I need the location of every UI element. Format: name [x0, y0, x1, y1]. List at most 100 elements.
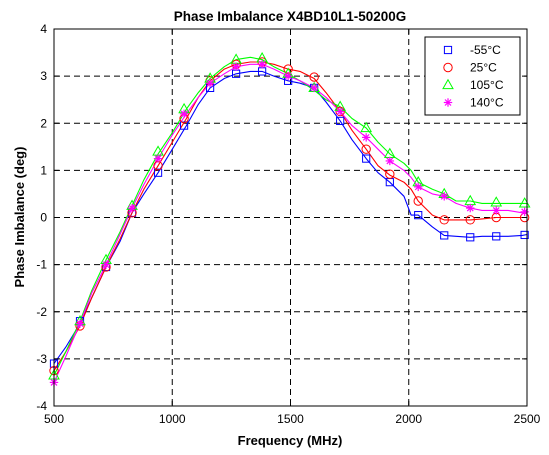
data-point	[361, 144, 371, 154]
square-marker	[336, 116, 345, 125]
data-point	[283, 71, 293, 81]
circle-marker	[465, 215, 475, 225]
data-point	[179, 121, 189, 130]
data-point	[127, 203, 137, 213]
data-point	[492, 206, 501, 215]
data-point	[361, 133, 371, 142]
star-stroke	[492, 207, 500, 214]
data-point	[440, 231, 449, 240]
square-marker	[153, 168, 163, 177]
circle-marker	[385, 169, 395, 179]
legend-label: 25°C	[470, 61, 497, 75]
legend: -55°C 25°C 105°C 140°C	[424, 36, 521, 116]
star-stroke	[310, 84, 318, 92]
star-stroke	[444, 99, 452, 106]
y-tick-label: 4	[40, 22, 47, 36]
series-lines	[53, 56, 528, 383]
axis-ticks: 500 1000 1500 2000 2500 -4 -3 -2 -1 0 1 2 3 4	[36, 22, 540, 426]
x-tick-label: 2500	[514, 412, 541, 426]
data-point	[153, 168, 163, 177]
y-tick-label: -4	[36, 399, 47, 413]
data-point	[492, 232, 501, 241]
data-point	[101, 260, 111, 269]
star-stroke	[128, 204, 136, 212]
series-markers	[48, 52, 531, 387]
legend-marker	[443, 45, 453, 55]
data-point	[257, 60, 267, 69]
data-point	[75, 319, 85, 328]
data-point	[231, 62, 241, 71]
star-stroke	[284, 72, 292, 80]
data-point	[362, 154, 371, 163]
data-point	[520, 230, 529, 240]
y-tick-label: 3	[40, 69, 47, 83]
data-point	[414, 182, 423, 192]
legend-items: -55°C 25°C 105°C 140°C	[442, 43, 504, 110]
star-stroke	[258, 60, 266, 68]
y-tick-label: -3	[36, 352, 47, 366]
series-line-3	[53, 63, 527, 383]
data-point	[466, 203, 475, 213]
star-stroke	[414, 183, 422, 191]
square-marker	[179, 121, 189, 130]
square-marker	[362, 154, 371, 163]
circle-marker	[361, 144, 371, 154]
data-point	[309, 83, 319, 93]
x-tick-label: 2000	[395, 412, 422, 426]
data-point	[465, 215, 475, 225]
legend-label: 140°C	[470, 96, 504, 110]
star-stroke	[154, 155, 162, 163]
x-tick-label: 1000	[159, 412, 186, 426]
y-tick-label: -1	[36, 258, 47, 272]
square-marker	[443, 45, 453, 55]
star-stroke	[466, 204, 474, 212]
triangle-marker	[490, 196, 503, 207]
y-tick-label: 2	[40, 116, 47, 130]
data-point	[413, 196, 423, 206]
legend-label: 105°C	[470, 78, 504, 92]
data-point	[440, 192, 449, 201]
data-point	[490, 196, 503, 207]
data-point	[309, 72, 319, 82]
data-point	[385, 156, 395, 166]
data-point	[439, 215, 449, 225]
star-stroke	[336, 108, 344, 115]
data-point	[336, 116, 345, 125]
data-point	[520, 207, 529, 217]
legend-marker	[443, 62, 453, 73]
star-stroke	[440, 192, 448, 200]
y-tick-label: 1	[40, 163, 47, 177]
data-point	[466, 233, 475, 242]
y-tick-label: 0	[40, 211, 47, 225]
star-stroke	[386, 157, 394, 165]
triangle-marker	[360, 121, 373, 133]
star-stroke	[362, 133, 370, 141]
legend-marker	[442, 78, 454, 90]
x-axis-label: Frequency (MHz)	[238, 433, 343, 448]
data-point	[179, 109, 189, 119]
circle-marker	[443, 62, 453, 73]
data-point	[414, 211, 423, 220]
star-stroke	[76, 320, 84, 327]
legend-label: -55°C	[470, 43, 501, 57]
data-point	[360, 121, 373, 133]
square-marker	[440, 231, 449, 240]
square-marker	[520, 230, 529, 240]
triangle-marker	[442, 78, 454, 90]
x-tick-label: 1500	[277, 412, 304, 426]
star-stroke	[232, 63, 240, 71]
circle-marker	[413, 196, 423, 206]
chart-title: Phase Imbalance X4BD10L1-50200G	[174, 9, 407, 24]
square-marker	[414, 211, 423, 220]
data-point	[385, 169, 395, 179]
legend-box	[424, 36, 521, 116]
circle-marker	[309, 72, 319, 82]
y-axis-label: Phase Imbalance (deg)	[12, 147, 27, 288]
data-point	[335, 107, 345, 116]
circle-marker	[439, 215, 449, 225]
star-stroke	[206, 79, 214, 87]
series-line-1	[53, 61, 527, 371]
square-marker	[492, 232, 501, 241]
star-stroke	[102, 261, 110, 269]
